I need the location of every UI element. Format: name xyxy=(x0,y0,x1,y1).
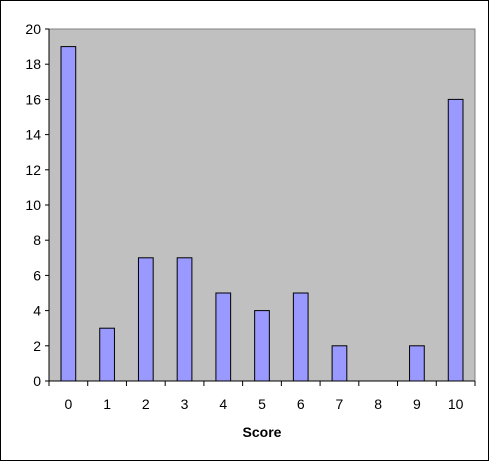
y-tick-label: 14 xyxy=(25,127,41,143)
x-tick-label: 9 xyxy=(413,396,421,412)
y-tick-label: 16 xyxy=(25,91,41,107)
x-axis-title: Score xyxy=(243,424,282,440)
y-axis: 0 2 4 6 8 10 12 14 16 18 20 xyxy=(25,21,50,389)
bar xyxy=(99,327,115,382)
x-tick-label: 7 xyxy=(336,396,344,412)
x-tick-label: 1 xyxy=(103,396,111,412)
y-tick-label: 0 xyxy=(33,373,41,389)
bar xyxy=(331,345,348,382)
x-tick-label: 2 xyxy=(142,396,150,412)
bar xyxy=(409,345,425,382)
bar xyxy=(60,46,77,382)
y-tick-label: 6 xyxy=(33,267,41,283)
x-axis: 0 1 2 3 4 5 6 7 8 9 10 xyxy=(48,380,476,412)
y-tick-label: 2 xyxy=(33,338,41,354)
x-tick-label: 10 xyxy=(448,396,464,412)
x-tick-label: 5 xyxy=(258,396,266,412)
x-tick-label: 8 xyxy=(374,396,382,412)
bar xyxy=(292,292,309,382)
y-tick-label: 12 xyxy=(25,162,41,178)
bar xyxy=(254,310,270,382)
y-tick-label: 10 xyxy=(25,197,41,213)
x-tick-label: 6 xyxy=(297,396,305,412)
x-tick-label: 3 xyxy=(181,396,189,412)
x-tick-label: 4 xyxy=(219,396,227,412)
bars-group xyxy=(60,46,464,382)
bar xyxy=(176,257,193,382)
bar xyxy=(447,98,464,382)
x-tick-label: 0 xyxy=(64,396,72,412)
y-tick-label: 4 xyxy=(33,303,41,319)
y-tick-label: 20 xyxy=(25,21,41,37)
bar xyxy=(137,257,154,382)
y-tick-label: 18 xyxy=(25,56,41,72)
y-tick-label: 8 xyxy=(33,232,41,248)
bar xyxy=(215,292,232,382)
